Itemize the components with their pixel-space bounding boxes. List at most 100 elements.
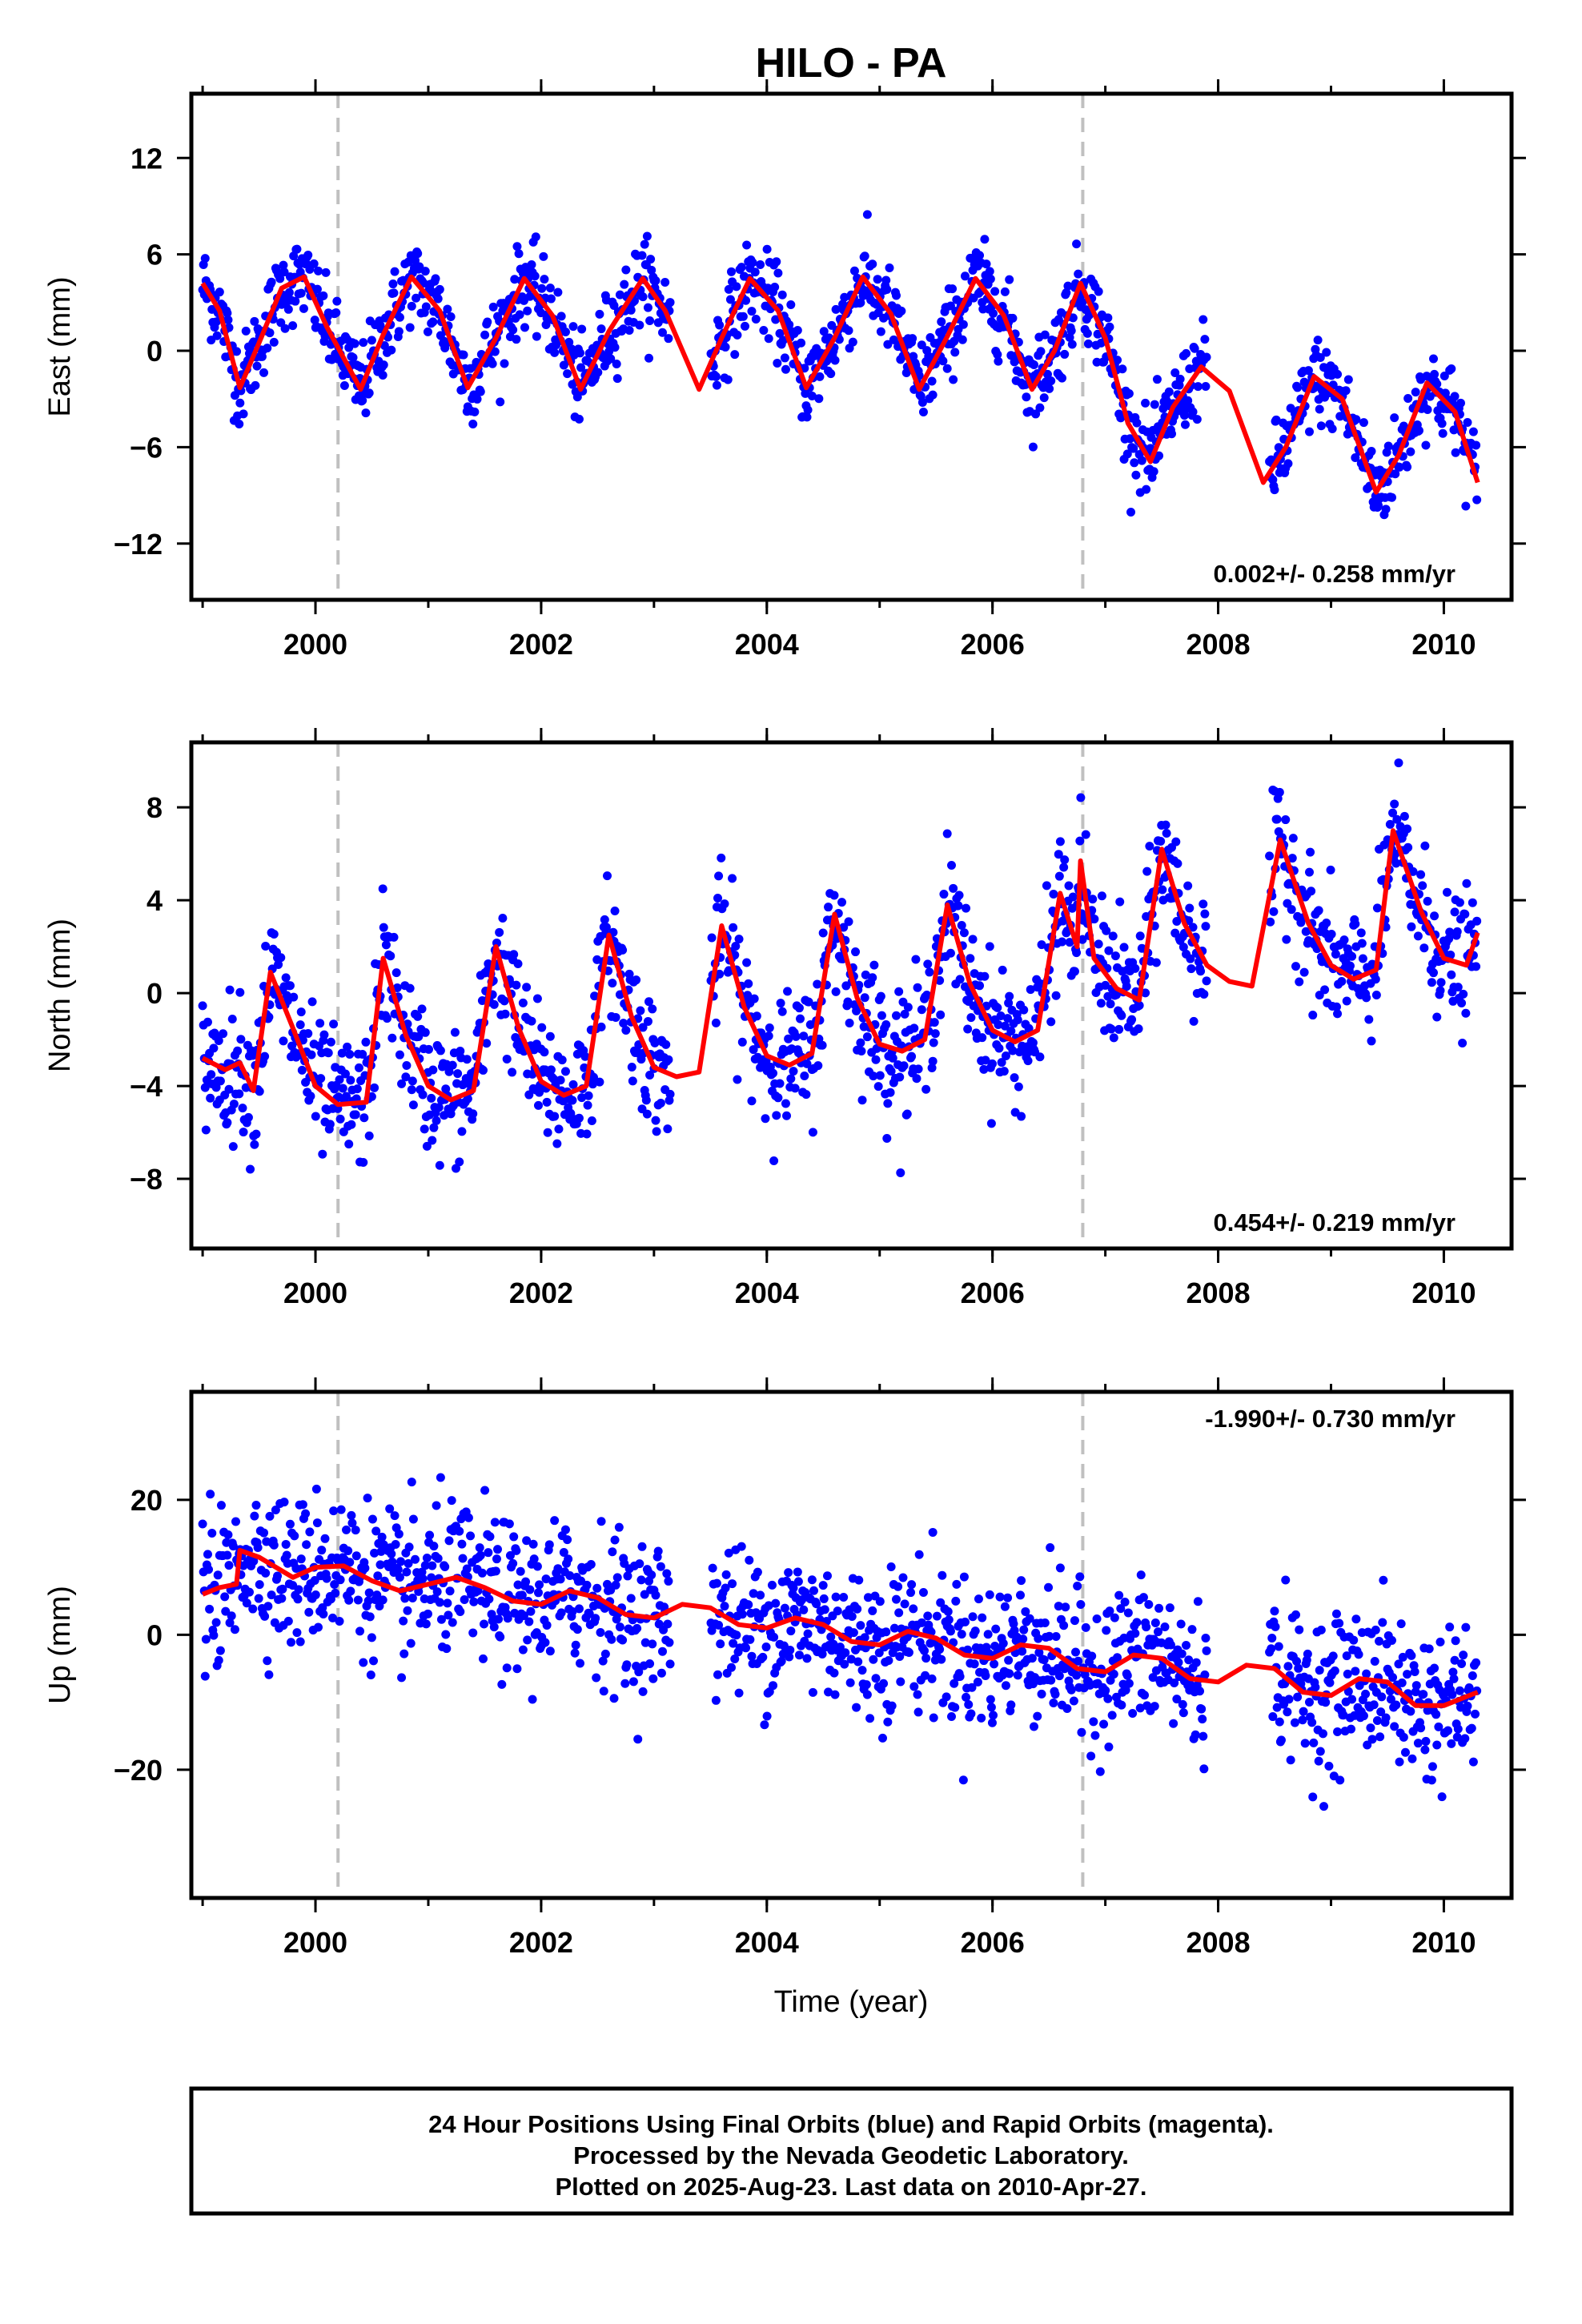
north-data-point xyxy=(645,1070,655,1080)
east-data-point xyxy=(1045,384,1054,393)
east-x-tick-label: 2010 xyxy=(1411,628,1476,661)
north-data-point xyxy=(1299,967,1309,977)
north-data-point xyxy=(203,1017,212,1027)
up-data-point xyxy=(822,1571,832,1581)
north-data-point xyxy=(1372,903,1382,913)
north-data-point xyxy=(648,1004,657,1014)
east-data-point xyxy=(658,328,668,337)
up-data-point xyxy=(944,1615,954,1625)
up-data-point xyxy=(839,1593,849,1602)
east-data-point xyxy=(793,326,802,336)
north-data-point xyxy=(857,1046,866,1055)
east-data-point xyxy=(737,263,746,272)
up-data-point xyxy=(721,1570,731,1579)
east-data-point xyxy=(876,327,885,336)
east-x-tick-label: 2002 xyxy=(509,628,573,661)
north-data-point xyxy=(861,970,870,979)
up-data-point xyxy=(1197,1704,1207,1714)
up-data-point xyxy=(986,1703,996,1712)
east-data-point xyxy=(265,328,275,338)
north-data-point xyxy=(837,898,847,907)
north-data-point xyxy=(888,1053,897,1063)
up-data-point xyxy=(312,1518,322,1528)
up-data-point xyxy=(214,1655,223,1665)
north-data-point xyxy=(909,1023,919,1033)
east-data-point xyxy=(546,294,556,304)
north-data-point xyxy=(1327,929,1336,939)
north-data-point xyxy=(343,1042,352,1051)
up-data-point xyxy=(648,1639,657,1649)
north-y-tick-label: −8 xyxy=(130,1163,163,1196)
north-data-point xyxy=(395,1050,404,1059)
east-data-point xyxy=(332,296,342,306)
east-data-point xyxy=(435,284,444,294)
east-data-point xyxy=(250,316,259,326)
up-data-point xyxy=(1272,1703,1282,1712)
up-data-point xyxy=(753,1567,762,1577)
up-data-point xyxy=(1308,1792,1318,1802)
east-data-point xyxy=(1437,419,1447,428)
north-data-point xyxy=(963,1024,973,1034)
east-data-point xyxy=(1170,368,1180,378)
up-data-point xyxy=(512,1546,521,1555)
north-data-point xyxy=(1060,855,1070,865)
up-data-point xyxy=(1381,1713,1391,1723)
east-data-point xyxy=(740,321,749,331)
north-data-point xyxy=(1134,1001,1144,1011)
up-data-point xyxy=(1325,1678,1335,1687)
up-data-point xyxy=(812,1599,821,1609)
up-data-point xyxy=(640,1590,649,1599)
north-data-point xyxy=(379,923,388,932)
up-data-point xyxy=(1132,1618,1142,1627)
north-data-point xyxy=(1114,1024,1124,1034)
north-data-point xyxy=(243,1112,253,1122)
north-data-point xyxy=(1288,834,1298,843)
east-data-point xyxy=(1315,352,1325,362)
up-data-point xyxy=(390,1511,400,1521)
north-data-point xyxy=(851,947,861,957)
up-data-point xyxy=(264,1670,274,1679)
north-data-point xyxy=(228,1142,238,1152)
east-data-point xyxy=(844,326,853,336)
north-data-point xyxy=(707,933,717,943)
east-data-point xyxy=(773,268,783,278)
up-data-point xyxy=(1299,1707,1308,1716)
north-data-point xyxy=(1117,1011,1126,1020)
up-data-point xyxy=(484,1548,493,1558)
up-data-point xyxy=(852,1703,861,1712)
east-data-point xyxy=(249,337,259,347)
east-data-point xyxy=(882,284,892,294)
east-data-point xyxy=(267,277,276,287)
east-data-point xyxy=(723,375,733,384)
up-data-point xyxy=(1169,1719,1178,1728)
north-data-point xyxy=(1106,1024,1116,1034)
up-data-point xyxy=(1110,1613,1119,1622)
up-data-point xyxy=(1191,1730,1200,1739)
north-data-point xyxy=(1188,923,1198,932)
up-data-point xyxy=(1009,1619,1018,1629)
east-data-point xyxy=(1271,415,1281,424)
up-data-point xyxy=(592,1583,602,1593)
north-data-point xyxy=(987,1059,997,1068)
up-data-point xyxy=(1295,1625,1304,1634)
up-data-point xyxy=(568,1606,577,1616)
up-data-point xyxy=(1354,1650,1363,1659)
up-data-point xyxy=(523,1635,532,1645)
north-data-point xyxy=(306,1092,315,1101)
up-data-point xyxy=(1170,1678,1179,1687)
north-data-point xyxy=(557,1055,567,1065)
up-data-point xyxy=(1463,1701,1472,1711)
east-data-point xyxy=(559,360,568,370)
east-y-tick-label: 12 xyxy=(130,142,163,175)
up-data-point xyxy=(1311,1683,1320,1692)
up-data-point xyxy=(991,1624,1001,1634)
up-data-point xyxy=(1395,1757,1404,1767)
north-data-point xyxy=(1200,909,1210,919)
east-data-point xyxy=(661,277,670,287)
up-data-point xyxy=(435,1598,444,1607)
up-data-point xyxy=(665,1638,674,1647)
up-data-point xyxy=(1293,1692,1303,1702)
up-data-point xyxy=(900,1599,909,1609)
east-data-point xyxy=(560,328,570,337)
east-data-point xyxy=(990,287,1000,296)
